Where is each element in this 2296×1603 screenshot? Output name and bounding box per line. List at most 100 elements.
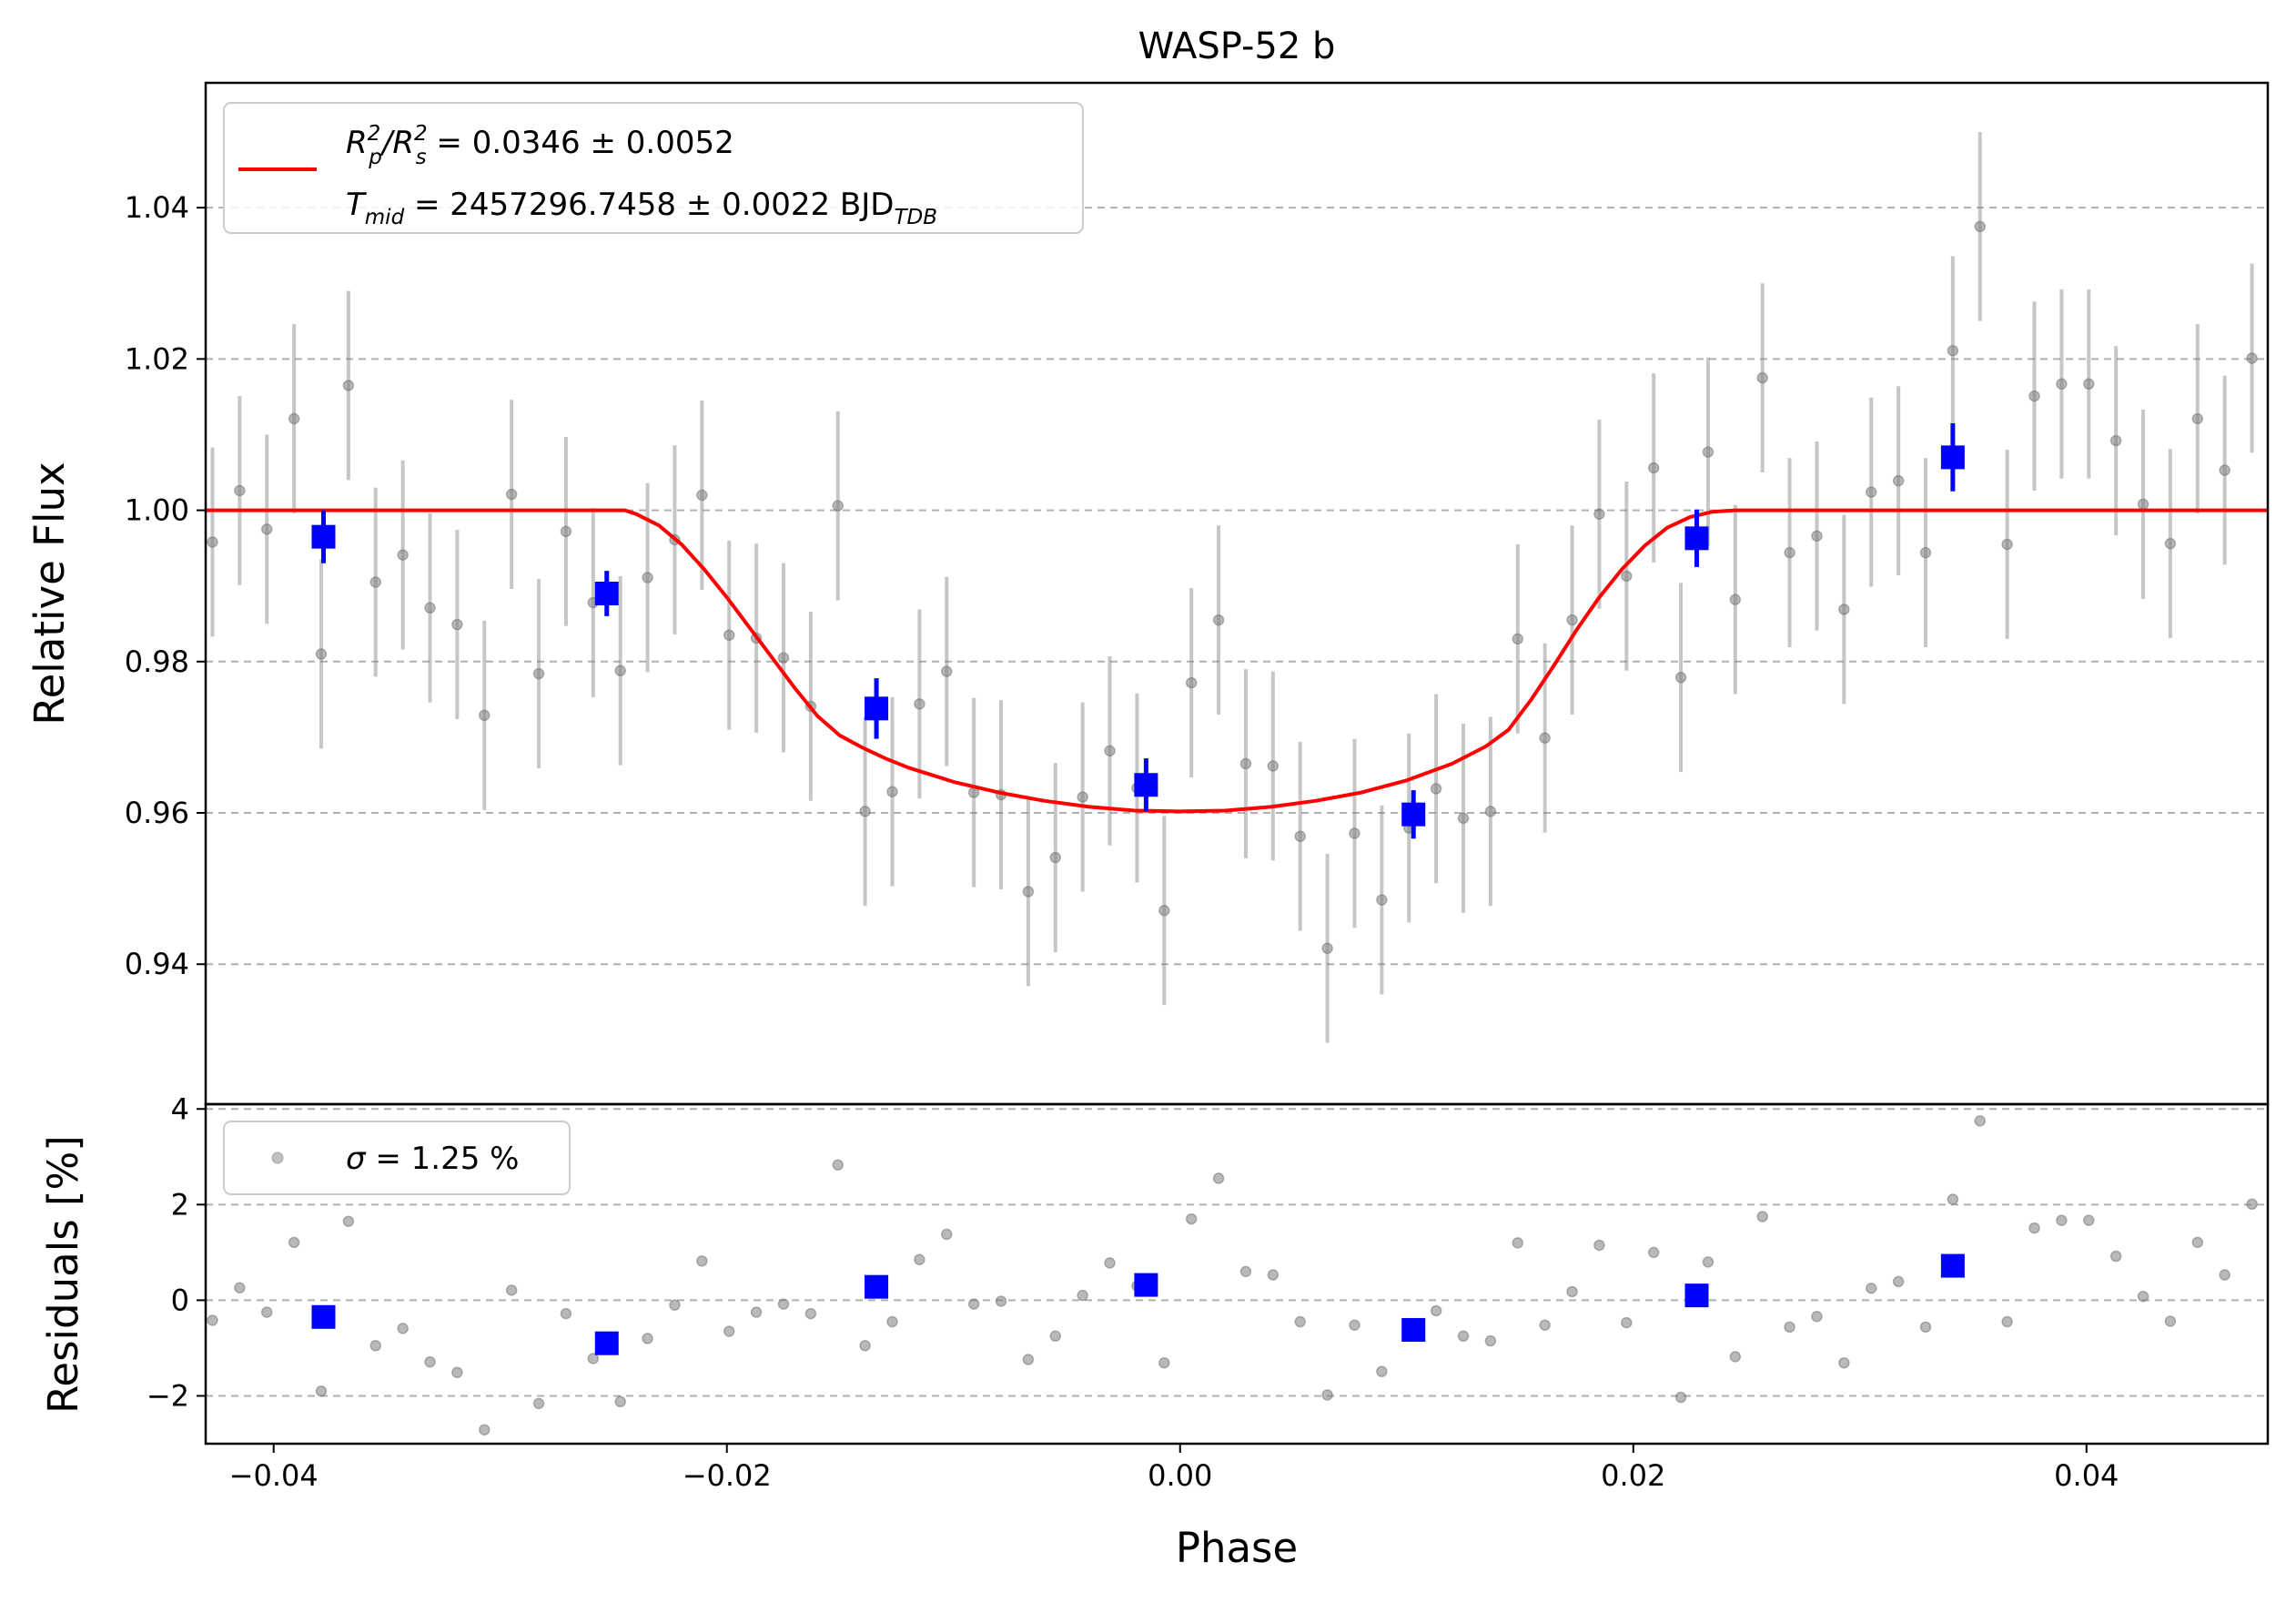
- residual-point: [234, 1282, 246, 1294]
- data-point: [886, 786, 898, 798]
- residual-point: [1457, 1330, 1470, 1343]
- data-point: [532, 667, 545, 680]
- data-point: [1267, 760, 1279, 772]
- data-point: [777, 652, 790, 664]
- residual-point: [1729, 1351, 1742, 1363]
- residual-point: [2083, 1214, 2095, 1226]
- residual-point: [1049, 1330, 1062, 1343]
- legend-depth-value: = 0.0346 ± 0.0052: [427, 125, 734, 161]
- residual-point: [1349, 1319, 1360, 1331]
- binned-point: [594, 582, 619, 605]
- residual-binned-point: [1684, 1283, 1709, 1308]
- data-point: [369, 576, 382, 588]
- residual-point: [1158, 1356, 1170, 1369]
- residual-binned-point: [1401, 1317, 1426, 1342]
- residual-point: [614, 1395, 626, 1408]
- legend-sigma-value: = 1.25 %: [366, 1141, 520, 1177]
- data-point: [1838, 604, 1850, 615]
- data-point: [2191, 412, 2204, 425]
- legend-t-symbol: T: [346, 187, 367, 223]
- main-y-tick-label: 1.02: [125, 341, 189, 376]
- main-y-tick-label: 0.98: [125, 644, 189, 679]
- residual-point: [2028, 1222, 2040, 1234]
- residual-point: [424, 1355, 436, 1368]
- data-point: [315, 648, 328, 660]
- residual-y-tick-label: 0: [171, 1283, 189, 1317]
- data-point: [859, 806, 871, 817]
- residual-point: [1892, 1275, 1905, 1288]
- data-point: [1484, 806, 1497, 817]
- data-point: [832, 500, 844, 512]
- data-point: [1919, 546, 1932, 559]
- legend-rs-sub: s: [416, 146, 427, 169]
- residual-point: [1077, 1289, 1088, 1302]
- residual-point: [1430, 1304, 1442, 1317]
- residual-data-points: [207, 1115, 2258, 1436]
- data-point: [1811, 530, 1823, 543]
- data-point: [1430, 783, 1442, 795]
- legend-rp-sub: p: [368, 146, 382, 169]
- main-y-axis-title: Relative Flux: [25, 462, 74, 725]
- main-y-ticks: 0.94 0.96 0.98 1.00 1.02 1.04: [125, 190, 206, 981]
- main-y-tick-label: 1.04: [125, 190, 189, 225]
- legend-rp-sup: 2: [368, 122, 381, 146]
- data-point: [696, 489, 708, 502]
- residual-point: [832, 1159, 844, 1171]
- binned-point: [1134, 773, 1158, 797]
- data-point: [1865, 486, 1877, 498]
- main-y-tick-label: 0.94: [125, 947, 189, 981]
- residual-point: [1621, 1316, 1633, 1329]
- residual-point: [1294, 1315, 1306, 1328]
- legend-t-sub: mid: [365, 206, 405, 229]
- legend-bjd-sub: TDB: [894, 206, 937, 229]
- data-point: [1349, 827, 1360, 839]
- data-point: [1185, 676, 1198, 689]
- data-point: [614, 665, 626, 677]
- data-point: [1566, 614, 1578, 626]
- data-point: [479, 709, 491, 722]
- data-point: [397, 549, 409, 561]
- main-binned-points: [311, 423, 1965, 839]
- residual-point: [1566, 1285, 1578, 1298]
- residual-point: [342, 1215, 355, 1227]
- residual-point: [696, 1255, 708, 1267]
- data-point: [642, 572, 653, 583]
- residual-point: [1974, 1115, 1987, 1127]
- data-point: [2001, 538, 2013, 551]
- residual-point: [914, 1253, 925, 1265]
- data-point: [234, 484, 246, 497]
- data-point: [2109, 434, 2122, 447]
- legend-radius-ratio: R2 p/R2 s = 0.0346 ± 0.0052: [346, 122, 734, 169]
- data-point: [260, 523, 273, 535]
- data-point: [1947, 344, 1959, 357]
- data-point: [1593, 508, 1605, 520]
- data-point: [1158, 904, 1170, 917]
- residual-legend: σ = 1.25 %: [223, 1121, 571, 1195]
- legend-sigma: σ = 1.25 %: [346, 1141, 519, 1177]
- legend-rp-symbol: R: [346, 125, 368, 161]
- data-point: [1756, 371, 1768, 384]
- binned-point: [865, 696, 889, 721]
- data-point: [2028, 390, 2040, 402]
- residual-point: [1784, 1321, 1795, 1334]
- residual-point: [1512, 1237, 1524, 1249]
- data-point: [1621, 570, 1633, 583]
- residual-point: [1212, 1172, 1225, 1184]
- data-point: [2137, 498, 2149, 511]
- data-point: [1784, 546, 1795, 559]
- residual-point: [369, 1340, 382, 1352]
- residual-point: [1539, 1319, 1551, 1331]
- x-axis-title: Phase: [1176, 1524, 1298, 1572]
- data-point: [1376, 894, 1388, 906]
- residual-point: [1376, 1365, 1388, 1377]
- residual-point: [397, 1323, 409, 1334]
- residual-point: [1838, 1356, 1850, 1369]
- residual-y-tick-label: 2: [171, 1187, 189, 1222]
- chart-title: WASP-52 b: [1138, 25, 1336, 67]
- residual-y-tick-label: 4: [171, 1091, 189, 1126]
- x-tick-label: 0.00: [1148, 1458, 1212, 1493]
- binned-point: [1940, 445, 1965, 470]
- data-point: [1674, 672, 1687, 684]
- data-point: [1974, 220, 1987, 233]
- residual-point: [1674, 1391, 1687, 1404]
